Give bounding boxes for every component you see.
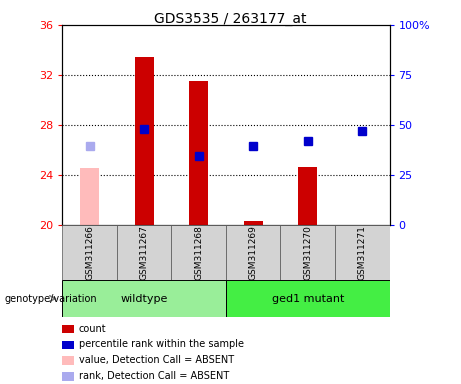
Text: GSM311267: GSM311267 (140, 225, 148, 280)
Text: rank, Detection Call = ABSENT: rank, Detection Call = ABSENT (78, 371, 229, 381)
Bar (243, 221, 263, 225)
Text: ged1 mutant: ged1 mutant (272, 293, 344, 304)
Text: GDS3535 / 263177_at: GDS3535 / 263177_at (154, 12, 307, 25)
Bar (80, 169, 99, 225)
Bar (189, 81, 208, 225)
Bar (298, 167, 317, 225)
Bar (62, 325, 74, 333)
Bar (62, 356, 74, 365)
Text: GSM311268: GSM311268 (194, 225, 203, 280)
Text: GSM311266: GSM311266 (85, 225, 94, 280)
Text: count: count (78, 324, 106, 334)
Text: GSM311271: GSM311271 (358, 225, 367, 280)
Bar (171, 225, 226, 280)
Bar (117, 225, 171, 280)
Text: wildtype: wildtype (120, 293, 168, 304)
Text: genotype/variation: genotype/variation (5, 293, 97, 304)
Bar (226, 280, 390, 317)
Bar (135, 58, 154, 225)
Text: value, Detection Call = ABSENT: value, Detection Call = ABSENT (78, 355, 234, 365)
Bar (335, 225, 390, 280)
Text: percentile rank within the sample: percentile rank within the sample (78, 339, 243, 349)
Text: GSM311270: GSM311270 (303, 225, 312, 280)
Bar (62, 372, 74, 381)
Text: GSM311269: GSM311269 (248, 225, 258, 280)
Bar (62, 341, 74, 349)
Bar (280, 225, 335, 280)
Bar (62, 225, 117, 280)
Bar (62, 280, 226, 317)
Bar (226, 225, 280, 280)
